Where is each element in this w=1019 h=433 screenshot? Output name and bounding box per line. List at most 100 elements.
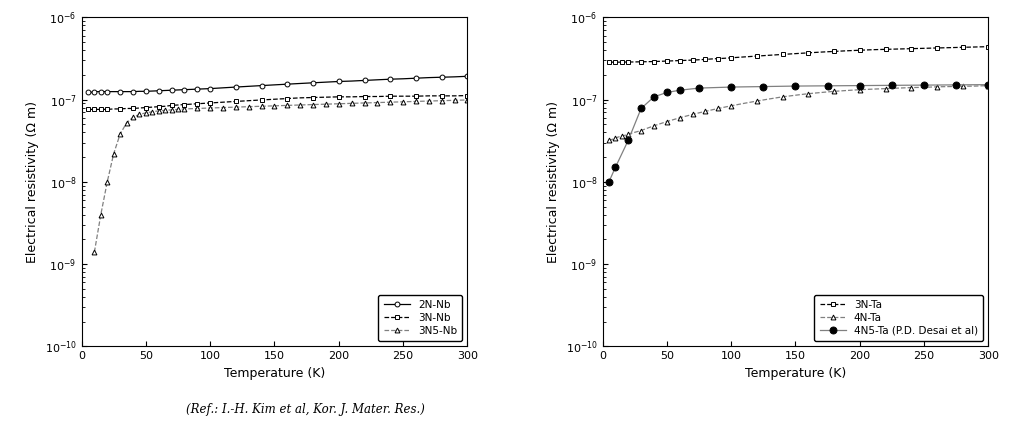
3N-Ta (776, 52, 789, 57)
2N-Nb (410, 76, 422, 81)
3N-Ta (738, 54, 750, 59)
3N-Ta (674, 58, 686, 63)
2N-Nb (86, 90, 98, 95)
3N-Nb (192, 101, 204, 107)
4N-Ta (629, 130, 641, 135)
4N5-Ta (P.D. Desai et al) (674, 87, 686, 93)
4N5-Ta (P.D. Desai et al) (609, 165, 622, 170)
3N-Ta (866, 47, 878, 52)
3N-Nb (198, 101, 210, 106)
3N-Ta (957, 45, 969, 50)
2N-Nb (345, 78, 358, 84)
3N-Ta (828, 49, 841, 54)
3N5-Nb (462, 97, 474, 103)
4N-Ta (712, 106, 725, 111)
Line: 4N-Ta: 4N-Ta (606, 83, 990, 143)
3N5-Nb (95, 212, 107, 217)
3N-Ta (611, 60, 624, 65)
4N5-Ta (P.D. Desai et al) (635, 106, 647, 111)
3N5-Nb (371, 100, 383, 105)
3N-Nb (165, 103, 177, 108)
3N-Ta (635, 59, 647, 65)
3N5-Nb (165, 107, 177, 113)
4N-Ta (699, 109, 711, 114)
3N-Nb (359, 94, 371, 99)
3N-Nb (108, 107, 120, 112)
4N-Ta (623, 132, 635, 137)
3N5-Nb (108, 151, 120, 156)
4N5-Ta (P.D. Desai et al) (648, 94, 660, 100)
4N5-Ta (P.D. Desai et al) (854, 83, 866, 88)
3N5-Nb (146, 109, 158, 114)
3N5-Nb (204, 105, 216, 110)
3N-Ta (620, 59, 632, 65)
3N-Ta (905, 46, 917, 51)
4N-Ta (879, 86, 892, 91)
3N-Nb (178, 102, 191, 107)
3N5-Nb (172, 107, 184, 112)
3N5-Nb (435, 98, 447, 103)
3N-Ta (641, 59, 653, 64)
4N5-Ta (P.D. Desai et al) (693, 85, 705, 90)
3N5-Nb (101, 179, 113, 184)
3N-Nb (435, 93, 447, 98)
3N-Ta (615, 60, 628, 65)
4N5-Ta (P.D. Desai et al) (790, 84, 802, 89)
4N-Ta (738, 101, 750, 106)
3N-Nb (140, 105, 152, 110)
3N5-Nb (384, 100, 396, 105)
3N-Ta (693, 57, 705, 62)
2N-Nb (371, 77, 383, 82)
3N-Ta (667, 58, 680, 63)
2N-Nb (108, 89, 120, 94)
2N-Nb (397, 76, 410, 81)
4N-Ta (905, 85, 917, 90)
Line: 4N5-Ta (P.D. Desai et al): 4N5-Ta (P.D. Desai et al) (605, 81, 991, 185)
3N-Ta (603, 60, 615, 65)
4N5-Ta (P.D. Desai et al) (950, 82, 962, 87)
2N-Nb (114, 89, 126, 94)
3N-Nb (101, 107, 113, 112)
Line: 2N-Nb: 2N-Nb (86, 74, 470, 95)
2N-Nb (159, 88, 171, 93)
3N-Nb (126, 106, 139, 111)
3N-Nb (397, 94, 410, 99)
3N-Ta (815, 49, 827, 55)
3N-Ta (944, 45, 956, 50)
3N-Nb (95, 107, 107, 112)
3N-Nb (256, 97, 268, 103)
3N-Nb (120, 106, 132, 111)
3N-Ta (931, 45, 944, 51)
3N5-Nb (153, 108, 165, 113)
4N-Ta (841, 88, 853, 93)
4N-Ta (776, 94, 789, 100)
3N-Nb (184, 102, 197, 107)
3N-Nb (423, 93, 435, 98)
3N5-Nb (120, 120, 132, 126)
4N-Ta (660, 119, 673, 124)
4N-Ta (828, 89, 841, 94)
X-axis label: Temperature (K): Temperature (K) (745, 367, 846, 380)
2N-Nb (101, 89, 113, 94)
3N5-Nb (268, 103, 280, 108)
3N-Ta (893, 46, 905, 52)
4N-Ta (611, 135, 624, 140)
2N-Nb (384, 77, 396, 82)
3N-Nb (86, 107, 98, 112)
2N-Nb (95, 89, 107, 94)
4N-Ta (603, 138, 615, 143)
3N5-Nb (126, 115, 139, 120)
3N-Ta (718, 56, 731, 61)
3N-Nb (371, 94, 383, 99)
4N-Ta (687, 112, 699, 117)
3N-Nb (281, 96, 293, 101)
2N-Nb (133, 89, 146, 94)
2N-Nb (178, 87, 191, 92)
3N-Ta (654, 59, 666, 64)
3N5-Nb (281, 103, 293, 108)
4N5-Ta (P.D. Desai et al) (757, 84, 769, 89)
4N-Ta (606, 136, 619, 142)
3N5-Nb (397, 99, 410, 104)
4N5-Ta (P.D. Desai et al) (886, 83, 898, 88)
4N-Ta (815, 90, 827, 95)
